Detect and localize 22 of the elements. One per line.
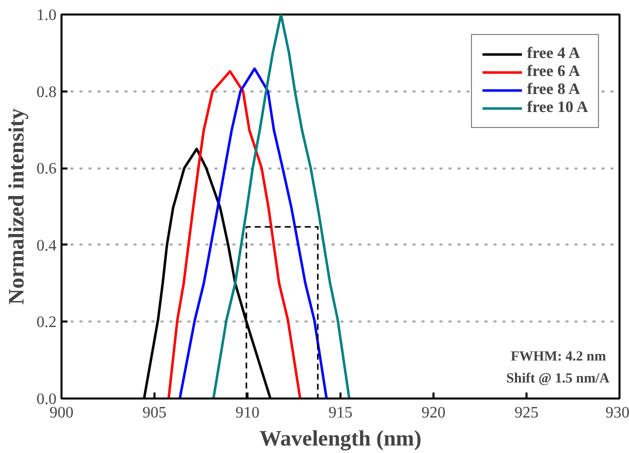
legend-label: free 4 A: [526, 45, 580, 63]
x-tick-label: 920: [422, 404, 446, 422]
x-tick-label: 930: [606, 404, 629, 422]
annotation: Shift @ 1.5 nm/A: [506, 372, 610, 386]
x-axis-title: Wavelength (nm): [260, 426, 422, 450]
annotation: FWHM: 4.2 nm: [510, 350, 606, 364]
y-tick-label: 0.6: [36, 160, 56, 178]
y-tick-label: 0.2: [36, 314, 56, 332]
x-tick-label: 905: [142, 404, 166, 422]
y-tick-label: 0.4: [36, 237, 56, 254]
x-tick-label: 925: [514, 404, 538, 422]
y-axis-title: Normalized intensity: [4, 108, 28, 305]
line-series: [167, 70, 302, 398]
legend-label: free 8 A: [526, 81, 580, 99]
x-tick-label: 915: [328, 404, 352, 422]
line-series: [178, 67, 328, 398]
legend-label: free 10 A: [526, 99, 588, 117]
x-tick-label: 910: [236, 404, 260, 422]
line-series: [212, 14, 350, 398]
y-tick-label: 0.8: [36, 84, 56, 101]
legend-label: free 6 A: [526, 63, 580, 81]
y-tick-label: 1.0: [36, 7, 56, 24]
